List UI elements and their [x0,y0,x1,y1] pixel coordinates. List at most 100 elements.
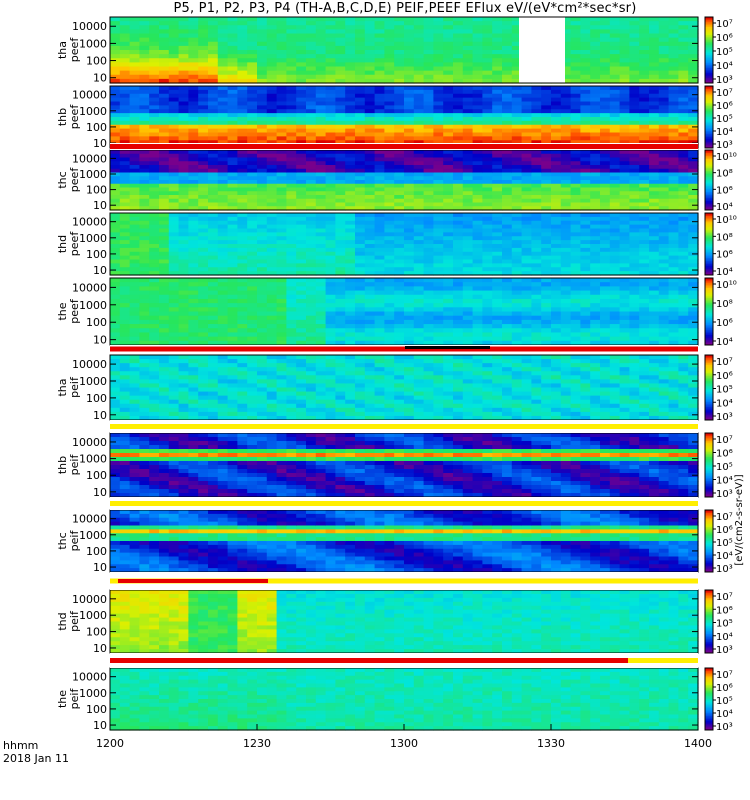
heatmap-cell [110,128,121,134]
heatmap-cell [590,168,601,174]
heatmap-cell [600,136,611,141]
heatmap-cell [345,70,356,76]
heatmap-cell [306,216,317,222]
heatmap-cell [296,78,307,84]
heatmap-cell [472,21,483,26]
heatmap-cell [286,128,297,134]
heatmap-cell [462,294,474,300]
heatmap-cell [208,157,219,162]
heatmap-cell [364,25,376,30]
heatmap-cell [384,319,395,325]
heatmap-cell [110,180,121,185]
heatmap-cell [492,66,503,72]
heatmap-cell [227,213,238,218]
heatmap-cell [296,54,307,59]
heatmap-cell [149,66,160,72]
heatmap-cell [139,282,150,287]
heatmap-cell [276,191,287,196]
heatmap-cell [560,176,572,181]
heatmap-cell [208,21,219,26]
heatmap-cell [306,240,317,245]
heatmap-cell [472,58,483,63]
heatmap-cell [511,259,523,264]
heatmap-cell [580,70,591,76]
heatmap-cell [658,263,670,268]
heatmap-cell [149,324,160,329]
heatmap-cell [159,113,170,118]
heatmap-cell [286,172,297,177]
heatmap-cell [296,97,307,103]
heatmap-cell [639,89,650,95]
heatmap-cell [678,216,689,222]
heatmap-cell [482,282,493,287]
heatmap-cell [237,180,248,185]
heatmap-cell [110,89,121,95]
heatmap-cell [227,70,238,76]
heatmap-cell [472,315,483,321]
heatmap-cell [619,29,630,35]
heatmap-cell [590,29,601,35]
heatmap-cell [600,37,611,43]
heatmap-cell [247,307,258,313]
heatmap-cell [580,251,591,257]
heatmap-cell [335,97,346,103]
heatmap-cell [560,286,572,292]
heatmap-cell [560,25,572,30]
heatmap-cell [296,324,307,329]
heatmap-cell [188,244,199,249]
colorbar-swatch [705,115,713,118]
heatmap-cell [472,41,483,47]
heatmap-cell [668,33,679,39]
heatmap-cell [492,89,503,95]
heatmap-cell [159,324,170,329]
heatmap-cell [257,332,268,338]
heatmap-cell [678,150,689,155]
heatmap-cell [266,232,278,237]
heatmap-cell [198,303,209,308]
heatmap-cell [502,303,513,308]
heatmap-cell [649,41,660,47]
heatmap-cell [531,157,542,162]
heatmap-cell [364,93,376,99]
heatmap-cell [649,240,660,245]
heatmap-cell [217,328,229,334]
heatmap-cell [188,180,199,185]
heatmap-cell [110,105,121,110]
heatmap-cell [688,113,699,118]
heatmap-cell [149,303,160,308]
heatmap-cell [237,37,248,43]
heatmap-cell [688,97,699,103]
heatmap-cell [315,105,327,110]
heatmap-cell [570,244,581,249]
heatmap-cell [511,113,523,118]
heatmap-cell [335,93,346,99]
heatmap-cell [345,319,356,325]
heatmap-cell [168,50,180,55]
heatmap-cell [119,183,131,189]
heatmap-cell [266,332,278,338]
heatmap-cell [276,70,287,76]
heatmap-cell [658,165,670,170]
heatmap-cell [619,255,630,261]
heatmap-cell [462,136,474,141]
heatmap-cell [129,290,140,296]
heatmap-cell [266,128,278,134]
heatmap-cell [443,191,454,196]
heatmap-cell [658,45,670,51]
heatmap-cell [384,50,395,55]
heatmap-cell [188,109,199,114]
colorbar-swatch [705,251,713,254]
heatmap-cell [453,62,464,68]
heatmap-cell [551,315,562,321]
heatmap-cell [629,324,640,329]
heatmap-cell [237,187,248,192]
heatmap-cell [404,278,415,283]
heatmap-cell [482,315,493,321]
heatmap-cell [129,278,140,283]
heatmap-cell [266,74,278,80]
heatmap-cell [482,33,493,39]
heatmap-cell [296,298,307,304]
heatmap-cell [609,153,621,159]
heatmap-cell [590,340,601,346]
heatmap-cell [462,97,474,103]
